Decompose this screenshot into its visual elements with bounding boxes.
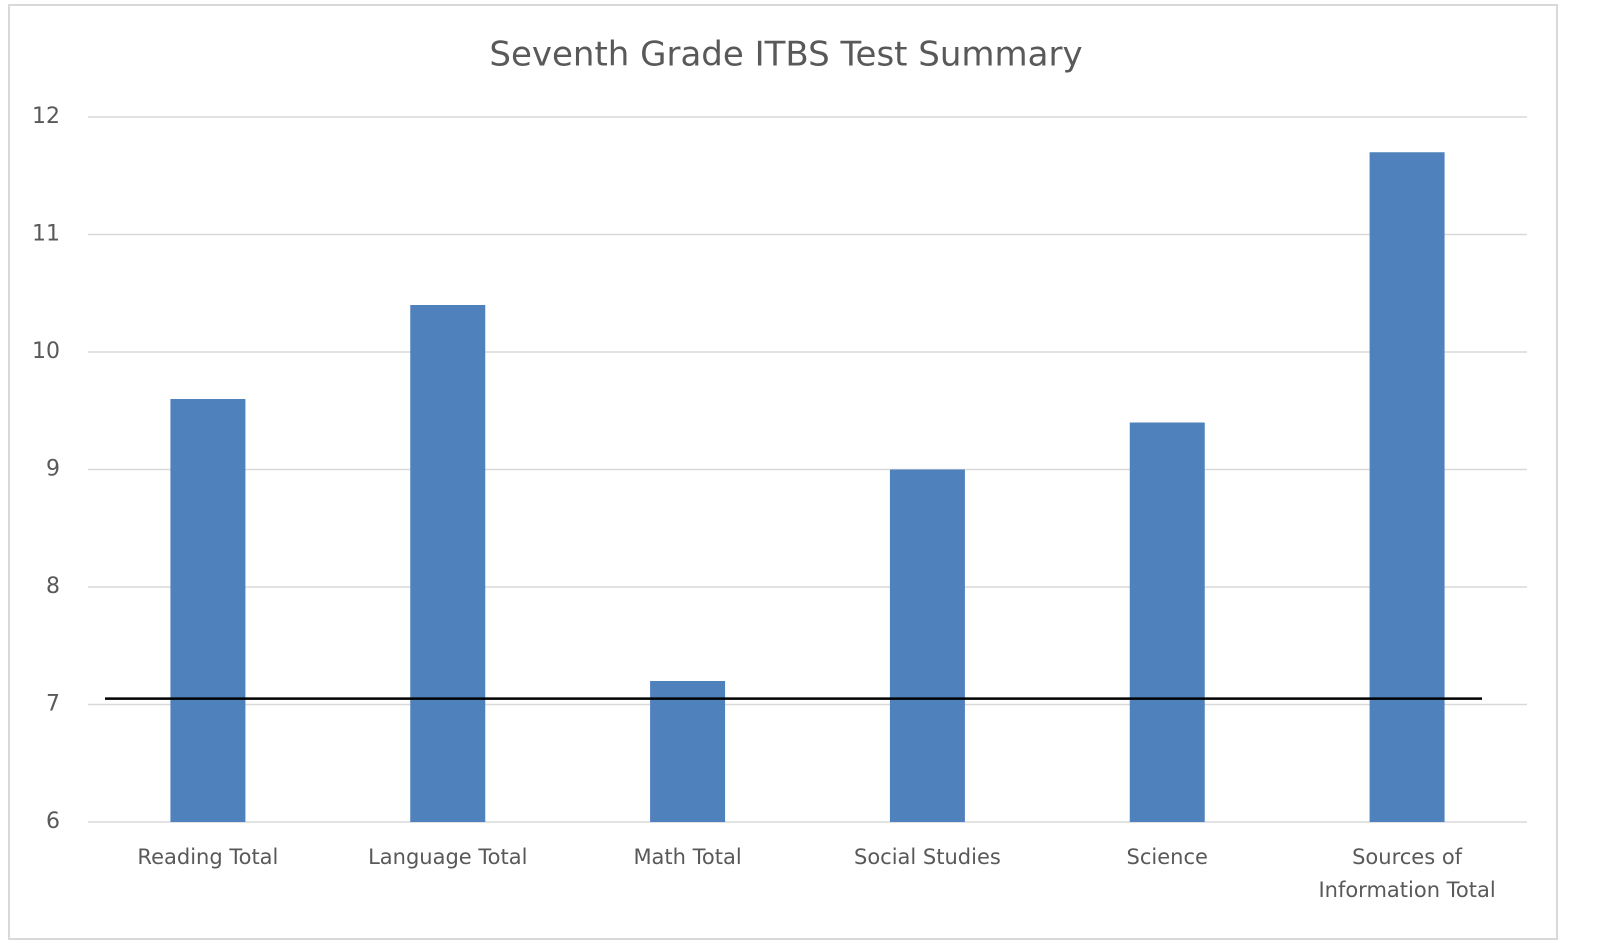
- x-tick-label: Social Studies: [853, 845, 1001, 869]
- bar: [889, 469, 965, 822]
- chart-title: Seventh Grade ITBS Test Summary: [489, 35, 1082, 75]
- y-tick-label: 8: [46, 574, 60, 599]
- x-tick-label: Sources of Information Total: [1318, 845, 1496, 902]
- y-tick-label: 11: [32, 222, 60, 247]
- x-tick-label: Math Total: [633, 845, 742, 869]
- x-tick-label: Science: [1126, 845, 1208, 869]
- y-tick-label: 12: [32, 104, 60, 129]
- y-tick-label: 10: [32, 339, 60, 364]
- chart-frame: [8, 4, 1558, 940]
- bar: [650, 681, 726, 822]
- x-tick-label: Reading Total: [137, 845, 279, 869]
- y-tick-label: 7: [46, 692, 60, 717]
- bar: [410, 305, 486, 822]
- y-tick-label: 9: [46, 457, 60, 482]
- y-tick-label: 6: [46, 809, 60, 834]
- x-tick-label: Language Total: [368, 845, 528, 869]
- bar: [1129, 422, 1205, 822]
- bar: [170, 399, 246, 822]
- bar: [1369, 152, 1445, 822]
